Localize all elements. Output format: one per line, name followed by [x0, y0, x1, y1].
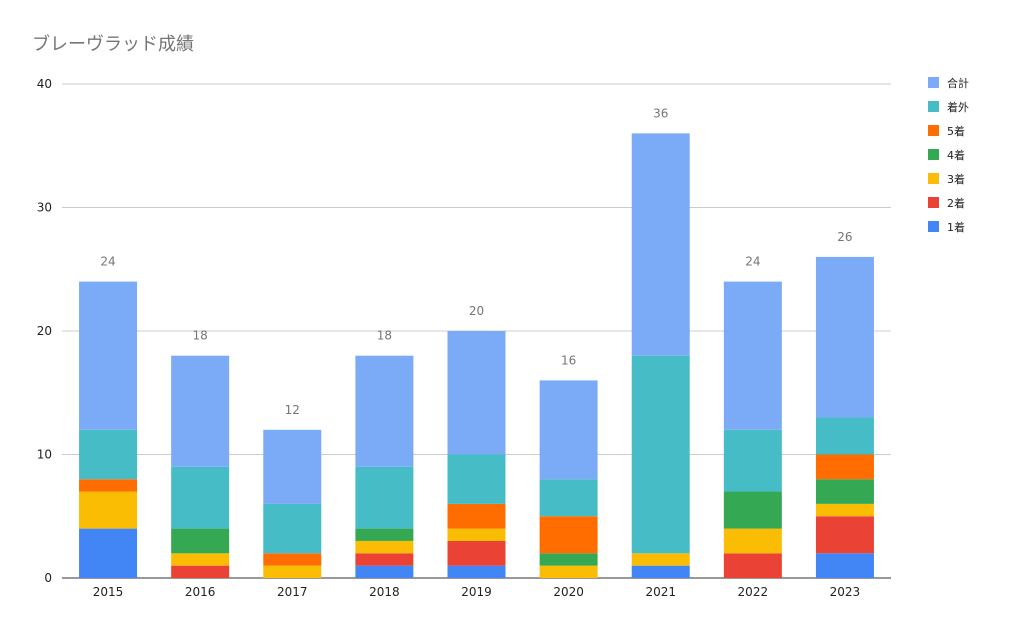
x-tick-label: 2019: [461, 585, 492, 599]
chart-title: ブレーヴラッド成績: [32, 33, 194, 55]
bar-segment: [631, 133, 690, 356]
legend-label: 3着: [947, 172, 965, 186]
bar-segment: [355, 540, 414, 554]
x-tick-label: 2018: [369, 585, 400, 599]
bar-segment: [539, 380, 598, 480]
labels: 24 2015 18 2016 12 2017 18 2018 20 2019 16 2020 36 20…: [93, 106, 860, 599]
bar-segment: [723, 528, 782, 554]
bar-segment: [539, 565, 598, 578]
y-tick-label: 10: [37, 448, 52, 462]
y-tick-label: 20: [37, 324, 52, 338]
legend-swatch: [928, 149, 939, 160]
legend-label: 2着: [947, 196, 965, 210]
legend-swatch: [928, 221, 939, 232]
bar-segment: [447, 565, 506, 578]
bar-segment: [171, 553, 230, 566]
y-tick-label: 0: [44, 571, 52, 585]
legend-label: 着外: [947, 100, 969, 114]
x-tick-label: 2017: [277, 585, 308, 599]
bar-segment: [355, 466, 414, 529]
bar-segment: [79, 429, 138, 480]
bar-segment: [539, 516, 598, 554]
bar-segment: [723, 553, 782, 578]
bar-segment: [79, 528, 138, 578]
total-label: 24: [745, 255, 760, 269]
total-label: 12: [285, 403, 300, 417]
bar-segment: [723, 429, 782, 492]
bar-segment: [815, 454, 874, 480]
y-tick-label: 40: [37, 77, 52, 91]
bar-segment: [447, 528, 506, 541]
bar-segment: [355, 565, 414, 578]
bars: [79, 133, 874, 578]
bar-segment: [263, 429, 322, 504]
bar-segment: [815, 417, 874, 455]
bar-segment: [447, 454, 506, 504]
legend-swatch: [928, 197, 939, 208]
x-tick-label: 2021: [645, 585, 676, 599]
bar-segment: [539, 479, 598, 517]
total-label: 24: [100, 255, 115, 269]
bar-segment: [79, 479, 138, 492]
bar-segment: [171, 466, 230, 529]
legend-swatch: [928, 125, 939, 136]
bar-segment: [631, 355, 690, 554]
bar-segment: [355, 553, 414, 566]
legend-label: 1着: [947, 220, 965, 234]
y-tick-label: 30: [37, 201, 52, 215]
total-label: 20: [469, 304, 484, 318]
x-tick-label: 2015: [93, 585, 124, 599]
bar-segment: [263, 503, 322, 554]
x-tick-label: 2020: [553, 585, 584, 599]
legend-label: 4着: [947, 148, 965, 162]
bar-segment: [815, 503, 874, 517]
total-label: 18: [377, 329, 392, 343]
bar-segment: [539, 553, 598, 566]
total-label: 18: [193, 329, 208, 343]
total-label: 26: [837, 230, 852, 244]
legend-swatch: [928, 101, 939, 112]
bar-segment: [263, 553, 322, 566]
bar-segment: [447, 331, 506, 455]
bar-segment: [171, 565, 230, 578]
bar-segment: [447, 503, 506, 529]
bar-segment: [631, 553, 690, 566]
x-tick-label: 2022: [738, 585, 769, 599]
bar-segment: [171, 528, 230, 554]
legend-swatch: [928, 77, 939, 88]
bar-segment: [815, 256, 874, 418]
bar-segment: [263, 565, 322, 578]
x-tick-label: 2023: [830, 585, 861, 599]
legend-label: 合計: [947, 76, 969, 90]
bar-segment: [723, 281, 782, 430]
bar-segment: [447, 540, 506, 566]
bar-segment: [355, 528, 414, 541]
bar-segment: [815, 479, 874, 504]
bar-segment: [171, 355, 230, 467]
bar-segment: [723, 491, 782, 529]
total-label: 36: [653, 106, 668, 120]
bar-segment: [79, 491, 138, 529]
x-tick-label: 2016: [185, 585, 216, 599]
bar-segment: [79, 281, 138, 430]
bar-segment: [355, 355, 414, 467]
bar-segment: [815, 516, 874, 554]
legend-label: 5着: [947, 124, 965, 138]
legend-swatch: [928, 173, 939, 184]
total-label: 16: [561, 353, 576, 367]
bar-segment: [815, 553, 874, 578]
bar-segment: [631, 565, 690, 578]
